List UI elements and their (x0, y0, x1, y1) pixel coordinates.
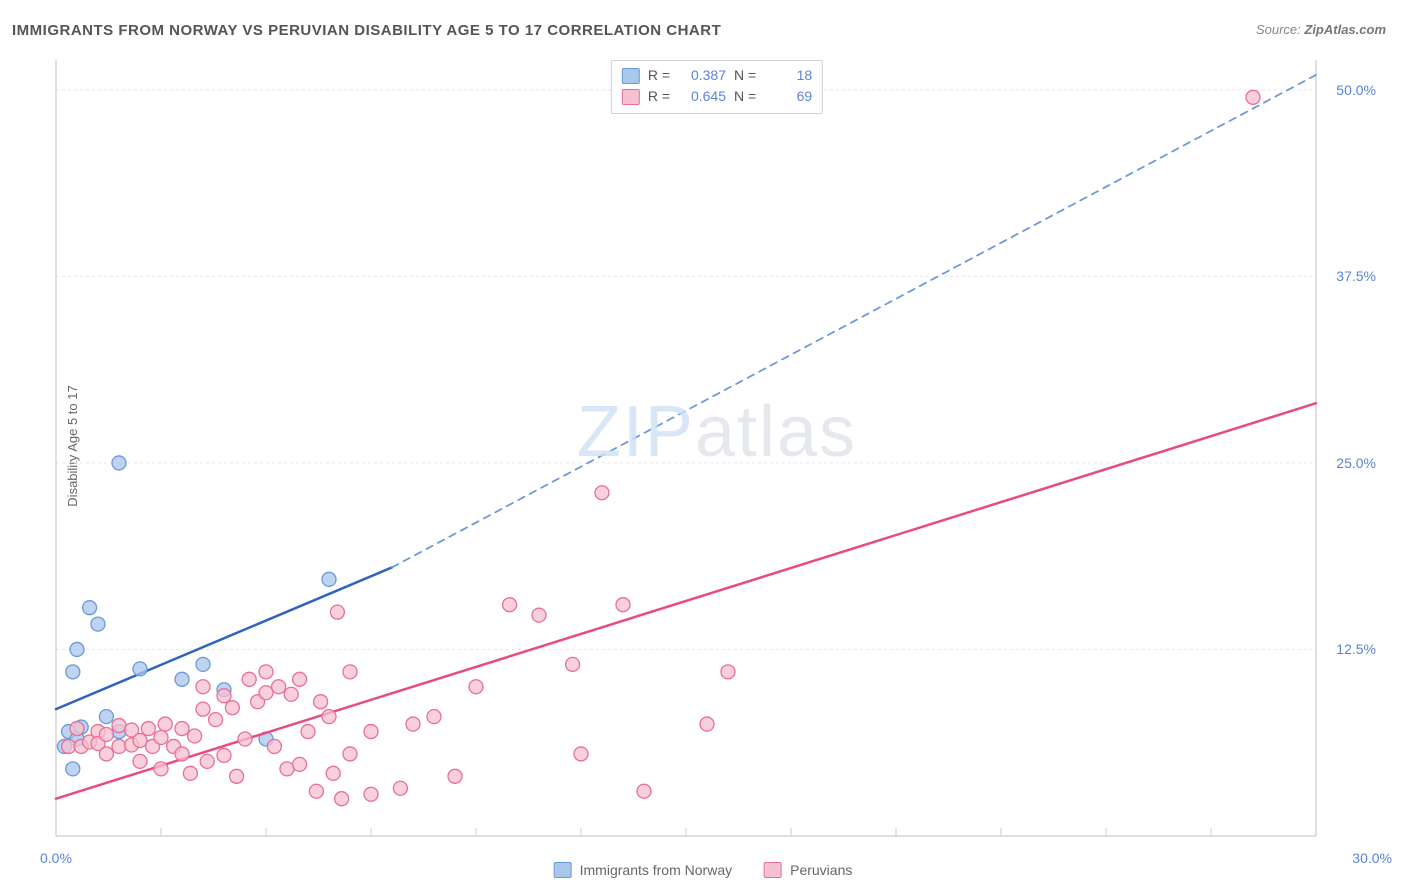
y-tick-label: 25.0% (1336, 455, 1376, 471)
legend-correlation: R = 0.387 N = 18 R = 0.645 N = 69 (611, 60, 823, 114)
r-value-peruvians: 0.645 (678, 86, 726, 107)
n-value-peruvians: 69 (764, 86, 812, 107)
x-tick-min: 0.0% (40, 850, 72, 866)
r-label: R = (648, 65, 670, 86)
source-credit: Source: ZipAtlas.com (1256, 22, 1386, 37)
n-label: N = (734, 86, 756, 107)
scatter-chart (48, 56, 1386, 840)
legend-row-peruvians: R = 0.645 N = 69 (622, 86, 812, 107)
swatch-peruvians-icon (764, 862, 782, 878)
source-prefix: Source: (1256, 22, 1304, 37)
source-site: ZipAtlas.com (1304, 22, 1386, 37)
r-label: R = (648, 86, 670, 107)
swatch-norway-icon (554, 862, 572, 878)
y-tick-label: 12.5% (1336, 641, 1376, 657)
legend-row-norway: R = 0.387 N = 18 (622, 65, 812, 86)
r-value-norway: 0.387 (678, 65, 726, 86)
y-tick-label: 37.5% (1336, 268, 1376, 284)
n-label: N = (734, 65, 756, 86)
n-value-norway: 18 (764, 65, 812, 86)
legend-label-peruvians: Peruvians (790, 862, 852, 878)
legend-item-norway: Immigrants from Norway (554, 862, 732, 878)
swatch-peruvians-icon (622, 89, 640, 105)
y-tick-label: 50.0% (1336, 82, 1376, 98)
chart-title: IMMIGRANTS FROM NORWAY VS PERUVIAN DISAB… (12, 22, 721, 39)
legend-item-peruvians: Peruvians (764, 862, 852, 878)
legend-series: Immigrants from Norway Peruvians (554, 862, 853, 878)
legend-label-norway: Immigrants from Norway (580, 862, 732, 878)
x-tick-max: 30.0% (1352, 850, 1392, 866)
plot-area: ZIPatlas R = 0.387 N = 18 R = 0.645 N = … (48, 56, 1386, 840)
swatch-norway-icon (622, 68, 640, 84)
